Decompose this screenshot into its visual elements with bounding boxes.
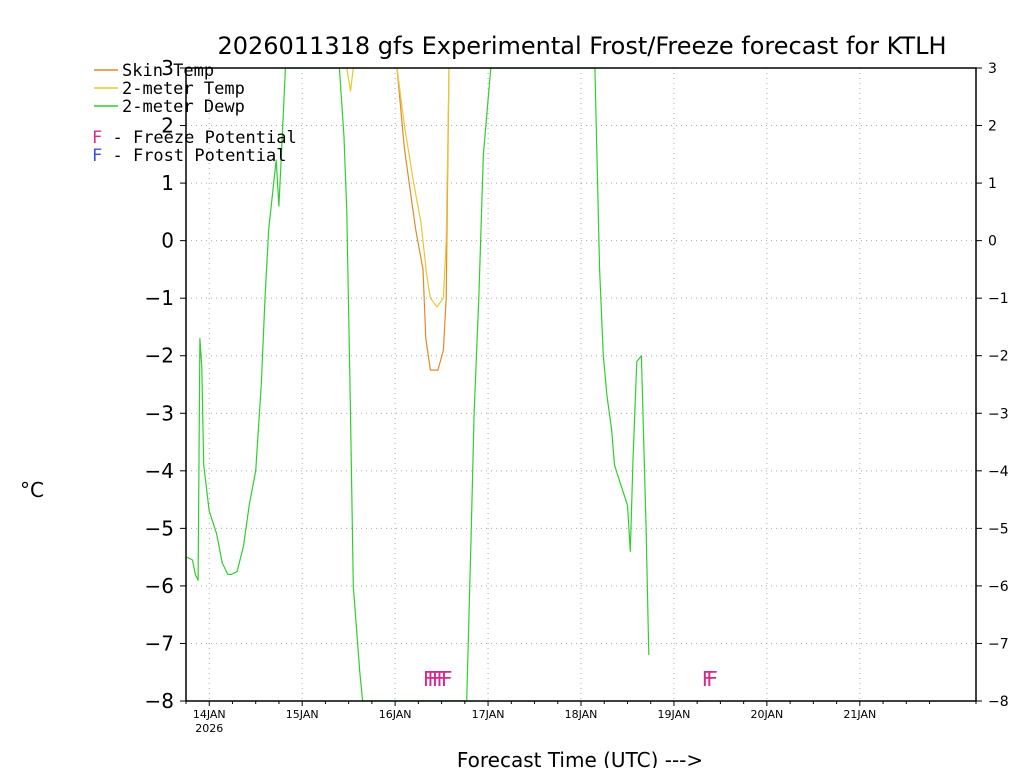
y-tick-label: 0 <box>161 229 174 253</box>
x-tick-sublabel: 2026 <box>195 722 223 735</box>
x-tick-label: 20JAN <box>750 708 783 721</box>
freeze-flag-marker: FF <box>702 667 718 691</box>
legend-label: 2-meter Temp <box>122 79 245 99</box>
flag-letter: F <box>92 128 102 148</box>
y-tick-label: 3 <box>161 56 174 80</box>
y-tick-label: −6 <box>145 574 174 598</box>
x-tick-label: 17JAN <box>472 708 505 721</box>
y-tick-label-right: −1 <box>988 291 1009 307</box>
legend-label: Skin Temp <box>122 61 214 81</box>
y-tick-label-right: 0 <box>988 234 997 250</box>
grid-lines <box>186 68 976 701</box>
y-tick-label: −3 <box>145 401 174 425</box>
flag-legend-label: - Freeze Potential <box>102 128 296 148</box>
y-tick-label-right: −7 <box>988 636 1009 652</box>
y-axis-label: °C <box>20 478 44 502</box>
y-tick-label: −5 <box>145 516 174 540</box>
series-line-2-meter-temp <box>346 68 450 308</box>
x-tick-label: 16JAN <box>379 708 412 721</box>
y-tick-label: 1 <box>161 171 174 195</box>
y-tick-label: −7 <box>145 631 174 655</box>
data-series <box>186 68 650 701</box>
y-tick-label: −1 <box>145 286 174 310</box>
chart-title: 2026011318 gfs Experimental Frost/Freeze… <box>217 32 946 60</box>
y-tick-label: 2 <box>161 114 174 138</box>
x-tick-label: 14JAN <box>193 708 226 721</box>
flag-legend-entry: F - Freeze Potential <box>92 128 297 148</box>
y-tick-label-right: −5 <box>988 521 1009 537</box>
series-line-2-meter-dewp <box>186 68 650 701</box>
y-tick-label-right: −4 <box>988 464 1009 480</box>
y-tick-label: −2 <box>145 344 174 368</box>
y-tick-label-right: −3 <box>988 406 1009 422</box>
plot-frame <box>185 67 977 702</box>
y-tick-label: −4 <box>145 459 174 483</box>
y-tick-label-right: −8 <box>988 694 1009 710</box>
x-axis-label: Forecast Time (UTC) ---> <box>457 748 703 768</box>
x-tick-label: 15JAN <box>286 708 319 721</box>
series-line-skin-temp <box>396 68 450 371</box>
flag-legend-entry: F - Frost Potential <box>92 146 286 166</box>
flag-letter: F <box>92 146 102 166</box>
y-tick-label-right: −6 <box>988 579 1009 595</box>
x-tick-label: 18JAN <box>565 708 598 721</box>
axis-ticks: 3 3 2 2 1 1 0 0 −1 −1 −2 −2 −3 −3 −4 −4 −5 −5 −6 −6 −7 −7 −8 −8… <box>145 56 1009 735</box>
y-tick-label-right: −2 <box>988 349 1009 365</box>
flag-legend-label: - Frost Potential <box>102 146 286 166</box>
y-tick-label: −8 <box>145 689 174 713</box>
y-tick-label-right: 3 <box>988 61 997 77</box>
x-tick-label: 21JAN <box>843 708 876 721</box>
freeze-flag-marker: FFFFF <box>423 667 452 691</box>
y-tick-label-right: 1 <box>988 176 997 192</box>
y-tick-label-right: 2 <box>988 119 997 135</box>
x-tick-label: 19JAN <box>658 708 691 721</box>
legend-label: 2-meter Dewp <box>122 97 245 117</box>
